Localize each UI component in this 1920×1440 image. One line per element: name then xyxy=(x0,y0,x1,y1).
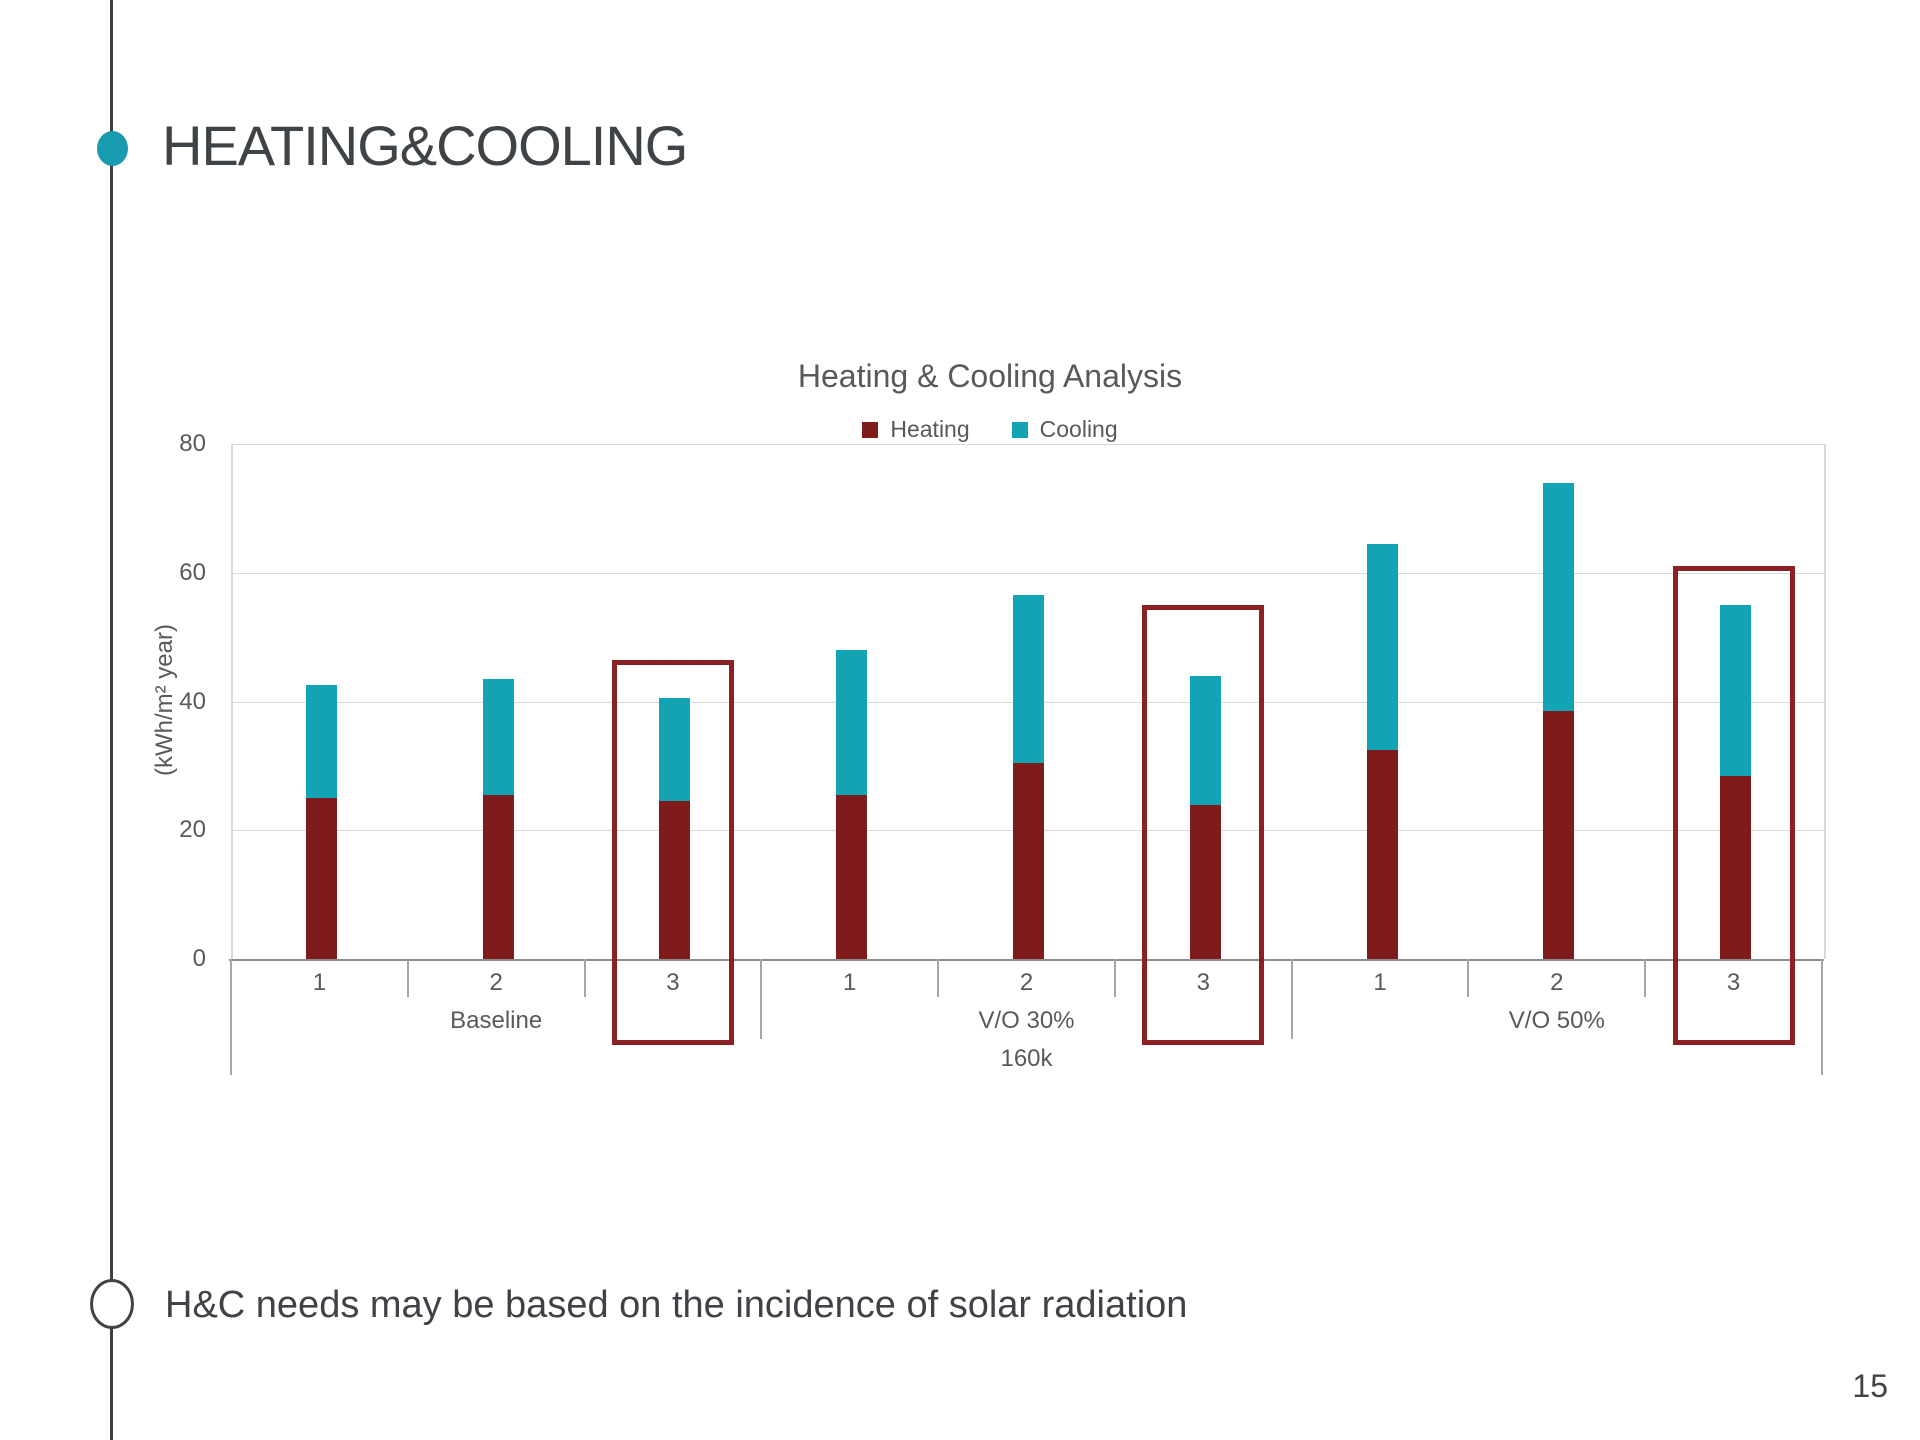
chart-legend: Heating Cooling xyxy=(140,416,1840,443)
footer-note-text: H&C needs may be based on the incidence … xyxy=(165,1284,1188,1326)
y-tick-0: 0 xyxy=(192,945,206,972)
x-category-label-8: 2 xyxy=(1550,969,1564,996)
bar-3-heating-segment xyxy=(659,801,691,959)
heating-cooling-chart: Heating & Cooling Analysis Heating Coolin… xyxy=(120,358,1840,1084)
category-tick xyxy=(1113,959,1116,997)
group-separator xyxy=(1290,959,1293,1039)
legend-label-heating: Heating xyxy=(890,416,970,442)
page-number: 15 xyxy=(1852,1368,1888,1404)
category-tick xyxy=(937,959,940,997)
bar-4-heating-segment xyxy=(836,794,868,959)
y-tick-80: 80 xyxy=(179,430,206,457)
category-tick xyxy=(1644,959,1647,997)
group-label-3: V/O 50% xyxy=(1508,1007,1605,1034)
x-category-label-9: 3 xyxy=(1726,969,1741,996)
legend-label-cooling: Cooling xyxy=(1039,416,1118,442)
bar-7-cooling-segment xyxy=(1366,543,1398,750)
legend-item-heating: Heating xyxy=(862,416,970,443)
bar-6-cooling-segment xyxy=(1189,675,1221,805)
y-tick-60: 60 xyxy=(179,558,206,586)
group-separator xyxy=(760,959,763,1039)
x-category-label-4: 1 xyxy=(843,969,857,996)
bar-3-cooling-segment xyxy=(659,698,691,802)
axis-edge-line xyxy=(1821,959,1823,1075)
category-tick xyxy=(1467,959,1470,997)
y-axis-tick-labels: 0 20 40 60 80 xyxy=(120,430,206,972)
group-label-2: V/O 30% xyxy=(978,1007,1075,1034)
group-label-1: Baseline xyxy=(450,1007,543,1034)
gridline-60 xyxy=(233,572,1824,574)
bar-1-cooling-segment xyxy=(305,685,337,799)
legend-swatch-heating xyxy=(862,421,879,438)
legend-item-cooling: Cooling xyxy=(1011,416,1118,443)
x-category-label-3: 3 xyxy=(666,969,680,996)
plot-area xyxy=(231,444,1826,959)
y-tick-20: 20 xyxy=(179,816,206,844)
bar-5-cooling-segment xyxy=(1013,595,1044,763)
category-tick xyxy=(583,959,586,997)
bar-7-heating-segment xyxy=(1366,749,1398,959)
bar-9-heating-segment xyxy=(1720,775,1752,959)
bar-8-heating-segment xyxy=(1543,711,1575,959)
bar-1-heating-segment xyxy=(305,798,337,959)
bar-4-cooling-segment xyxy=(836,650,868,795)
bar-2-cooling-segment xyxy=(482,678,514,795)
bar-9-cooling-segment xyxy=(1720,604,1752,776)
gridline-80 xyxy=(233,444,1824,445)
x-category-label-5: 2 xyxy=(1019,969,1034,996)
slide-title: HEATING&COOLING xyxy=(162,114,688,177)
title-bullet-dot-icon xyxy=(97,131,128,166)
x-category-label-1: 1 xyxy=(312,969,327,996)
y-tick-40: 40 xyxy=(179,687,206,715)
bullet-circle-icon xyxy=(90,1279,134,1329)
legend-swatch-cooling xyxy=(1011,421,1028,438)
x-category-label-7: 1 xyxy=(1373,969,1387,996)
bar-5-heating-segment xyxy=(1013,762,1044,959)
x-axis: 1 2 3 1 2 3 1 2 3 Baseline V/O 30% 160k V/O 50% xyxy=(229,959,1824,1084)
left-accent-line xyxy=(110,0,113,1440)
bar-8-cooling-segment xyxy=(1543,482,1575,712)
bar-6-heating-segment xyxy=(1189,804,1221,959)
category-tick xyxy=(406,959,409,997)
bar-2-heating-segment xyxy=(482,794,514,959)
x-category-label-2: 2 xyxy=(489,969,503,996)
group-sublabel-2: 160k xyxy=(1000,1045,1053,1072)
footer-note: H&C needs may be based on the incidence … xyxy=(0,1279,1920,1334)
x-category-label-6: 3 xyxy=(1196,969,1210,996)
chart-title: Heating & Cooling Analysis xyxy=(797,358,1183,394)
axis-edge-line xyxy=(230,959,232,1075)
x-axis-line xyxy=(229,959,1824,961)
